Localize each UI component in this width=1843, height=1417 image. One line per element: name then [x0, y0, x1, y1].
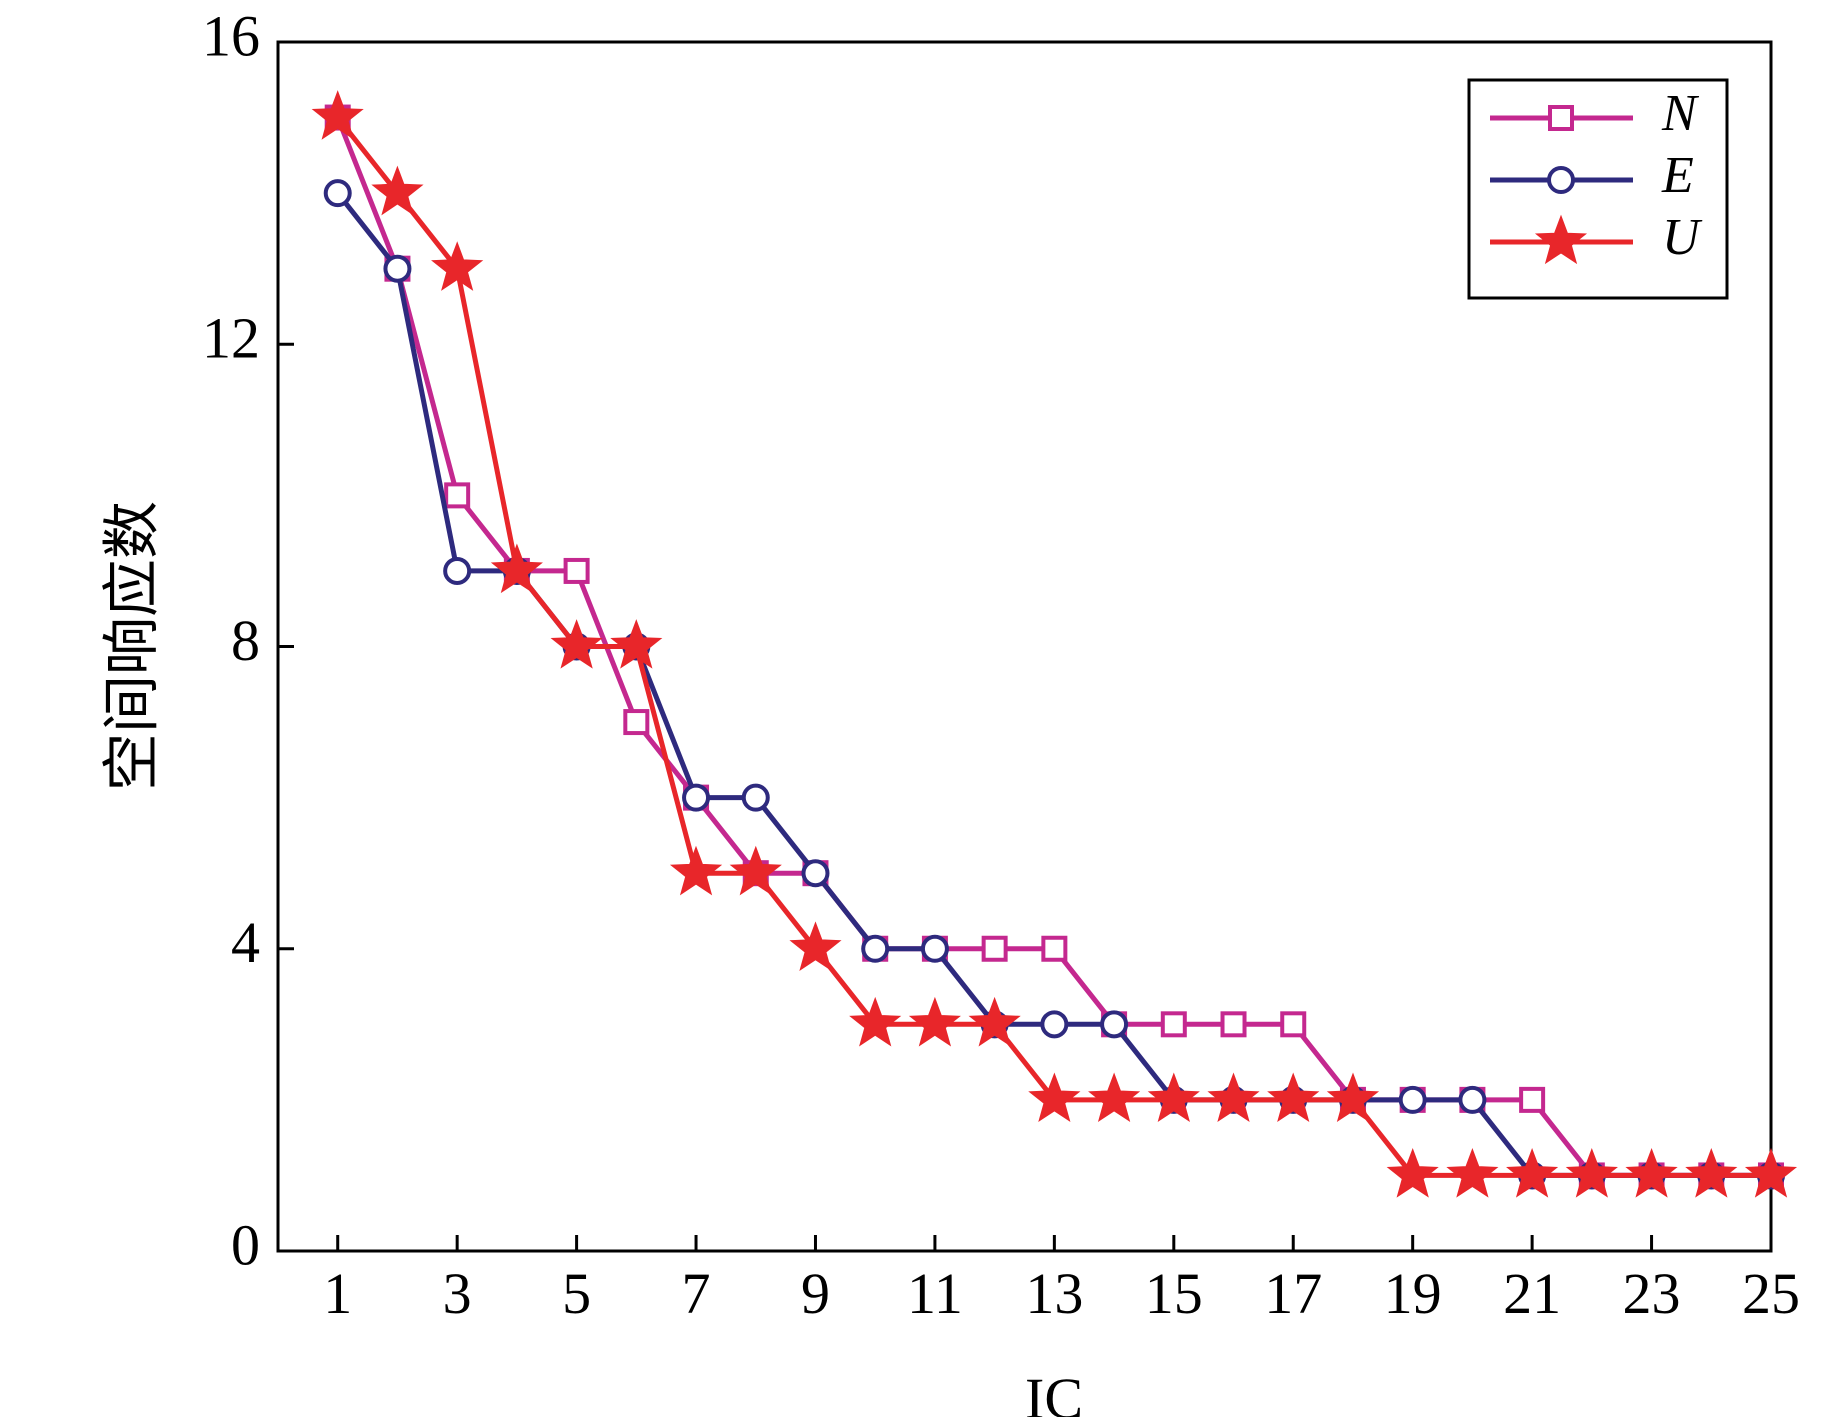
- x-axis-title: IC: [1025, 1366, 1083, 1417]
- data-point-U: [1744, 1147, 1798, 1198]
- data-point-U: [789, 921, 842, 971]
- data-point-U: [490, 543, 543, 594]
- x-tick-label: 7: [682, 1261, 711, 1326]
- series-U: [311, 90, 1798, 1198]
- data-point-U: [669, 845, 723, 896]
- data-point-U: [1267, 1072, 1320, 1123]
- x-tick-label: 23: [1623, 1261, 1681, 1326]
- data-point-E: [1458, 1085, 1487, 1114]
- data-point-E: [801, 859, 830, 888]
- legend-entry-N: N: [1490, 85, 1700, 142]
- data-point-E: [861, 934, 890, 963]
- data-point-N: [563, 557, 590, 584]
- legend-marker-E: [1547, 166, 1575, 194]
- data-point-U: [550, 619, 603, 669]
- data-point-N: [1280, 1011, 1307, 1038]
- data-point-N: [1041, 935, 1068, 962]
- data-point-U: [1625, 1147, 1678, 1198]
- data-point-E: [383, 254, 412, 283]
- y-axis-title: 空间响应数: [99, 501, 164, 791]
- x-tick-label: 15: [1145, 1261, 1203, 1326]
- series-E: [323, 179, 1785, 1190]
- x-tick-label: 9: [801, 1261, 830, 1326]
- data-point-U: [431, 241, 484, 291]
- data-point-U: [1088, 1072, 1141, 1123]
- x-tick-label: 21: [1503, 1261, 1561, 1326]
- data-point-N: [981, 935, 1008, 962]
- data-point-E: [682, 783, 711, 812]
- y-tick-label: 4: [231, 910, 260, 975]
- legend-marker-N: [1548, 105, 1574, 131]
- data-point-U: [908, 996, 961, 1047]
- data-point-U: [610, 619, 663, 669]
- data-point-U: [1685, 1147, 1738, 1198]
- y-axis: 0 4 8 12 16: [202, 3, 294, 1277]
- x-tick-label: 17: [1264, 1261, 1322, 1326]
- data-point-U: [1506, 1147, 1559, 1198]
- data-point-E: [323, 179, 352, 208]
- x-tick-label: 1: [323, 1261, 352, 1326]
- x-tick-label: 25: [1742, 1261, 1800, 1326]
- x-tick-label: 3: [443, 1261, 472, 1326]
- data-point-E: [741, 783, 770, 812]
- data-point-U: [1446, 1147, 1499, 1198]
- legend-label-E: E: [1661, 147, 1694, 204]
- data-point-U: [1147, 1072, 1200, 1123]
- x-tick-label: 5: [562, 1261, 591, 1326]
- data-point-N: [444, 482, 471, 509]
- legend-entry-E: E: [1490, 147, 1694, 204]
- y-tick-label: 12: [202, 306, 260, 371]
- legend-label-U: U: [1662, 209, 1703, 266]
- data-point-N: [1160, 1011, 1187, 1038]
- data-point-U: [849, 996, 902, 1047]
- data-point-E: [443, 556, 472, 585]
- data-point-U: [1386, 1147, 1439, 1198]
- data-point-N: [1519, 1086, 1546, 1113]
- data-point-E: [1398, 1085, 1427, 1114]
- y-tick-label: 16: [202, 3, 260, 68]
- data-point-U: [1565, 1147, 1618, 1198]
- y-tick-label: 0: [231, 1212, 260, 1277]
- data-point-U: [968, 996, 1021, 1047]
- legend-marker-U: [1534, 214, 1588, 265]
- data-point-N: [623, 709, 650, 736]
- data-point-U: [371, 165, 424, 216]
- data-point-E: [1100, 1010, 1129, 1039]
- data-point-U: [729, 845, 782, 896]
- series-layer: [311, 90, 1798, 1198]
- y-tick-label: 8: [231, 608, 260, 673]
- data-point-U: [1326, 1072, 1380, 1123]
- data-point-N: [1220, 1011, 1247, 1038]
- data-point-E: [920, 934, 949, 963]
- x-axis: 1 3 5 7 9 11 13 15 17 19 21 23 25: [323, 1235, 1800, 1326]
- data-point-U: [1207, 1072, 1260, 1123]
- legend: NEU: [1467, 78, 1729, 300]
- x-tick-label: 11: [907, 1261, 963, 1326]
- data-point-U: [1028, 1072, 1081, 1123]
- data-point-U: [311, 90, 364, 140]
- x-tick-label: 13: [1025, 1261, 1083, 1326]
- legend-label-N: N: [1661, 85, 1700, 142]
- legend-entry-U: U: [1490, 209, 1703, 266]
- data-point-E: [1040, 1010, 1069, 1039]
- x-tick-label: 19: [1384, 1261, 1442, 1326]
